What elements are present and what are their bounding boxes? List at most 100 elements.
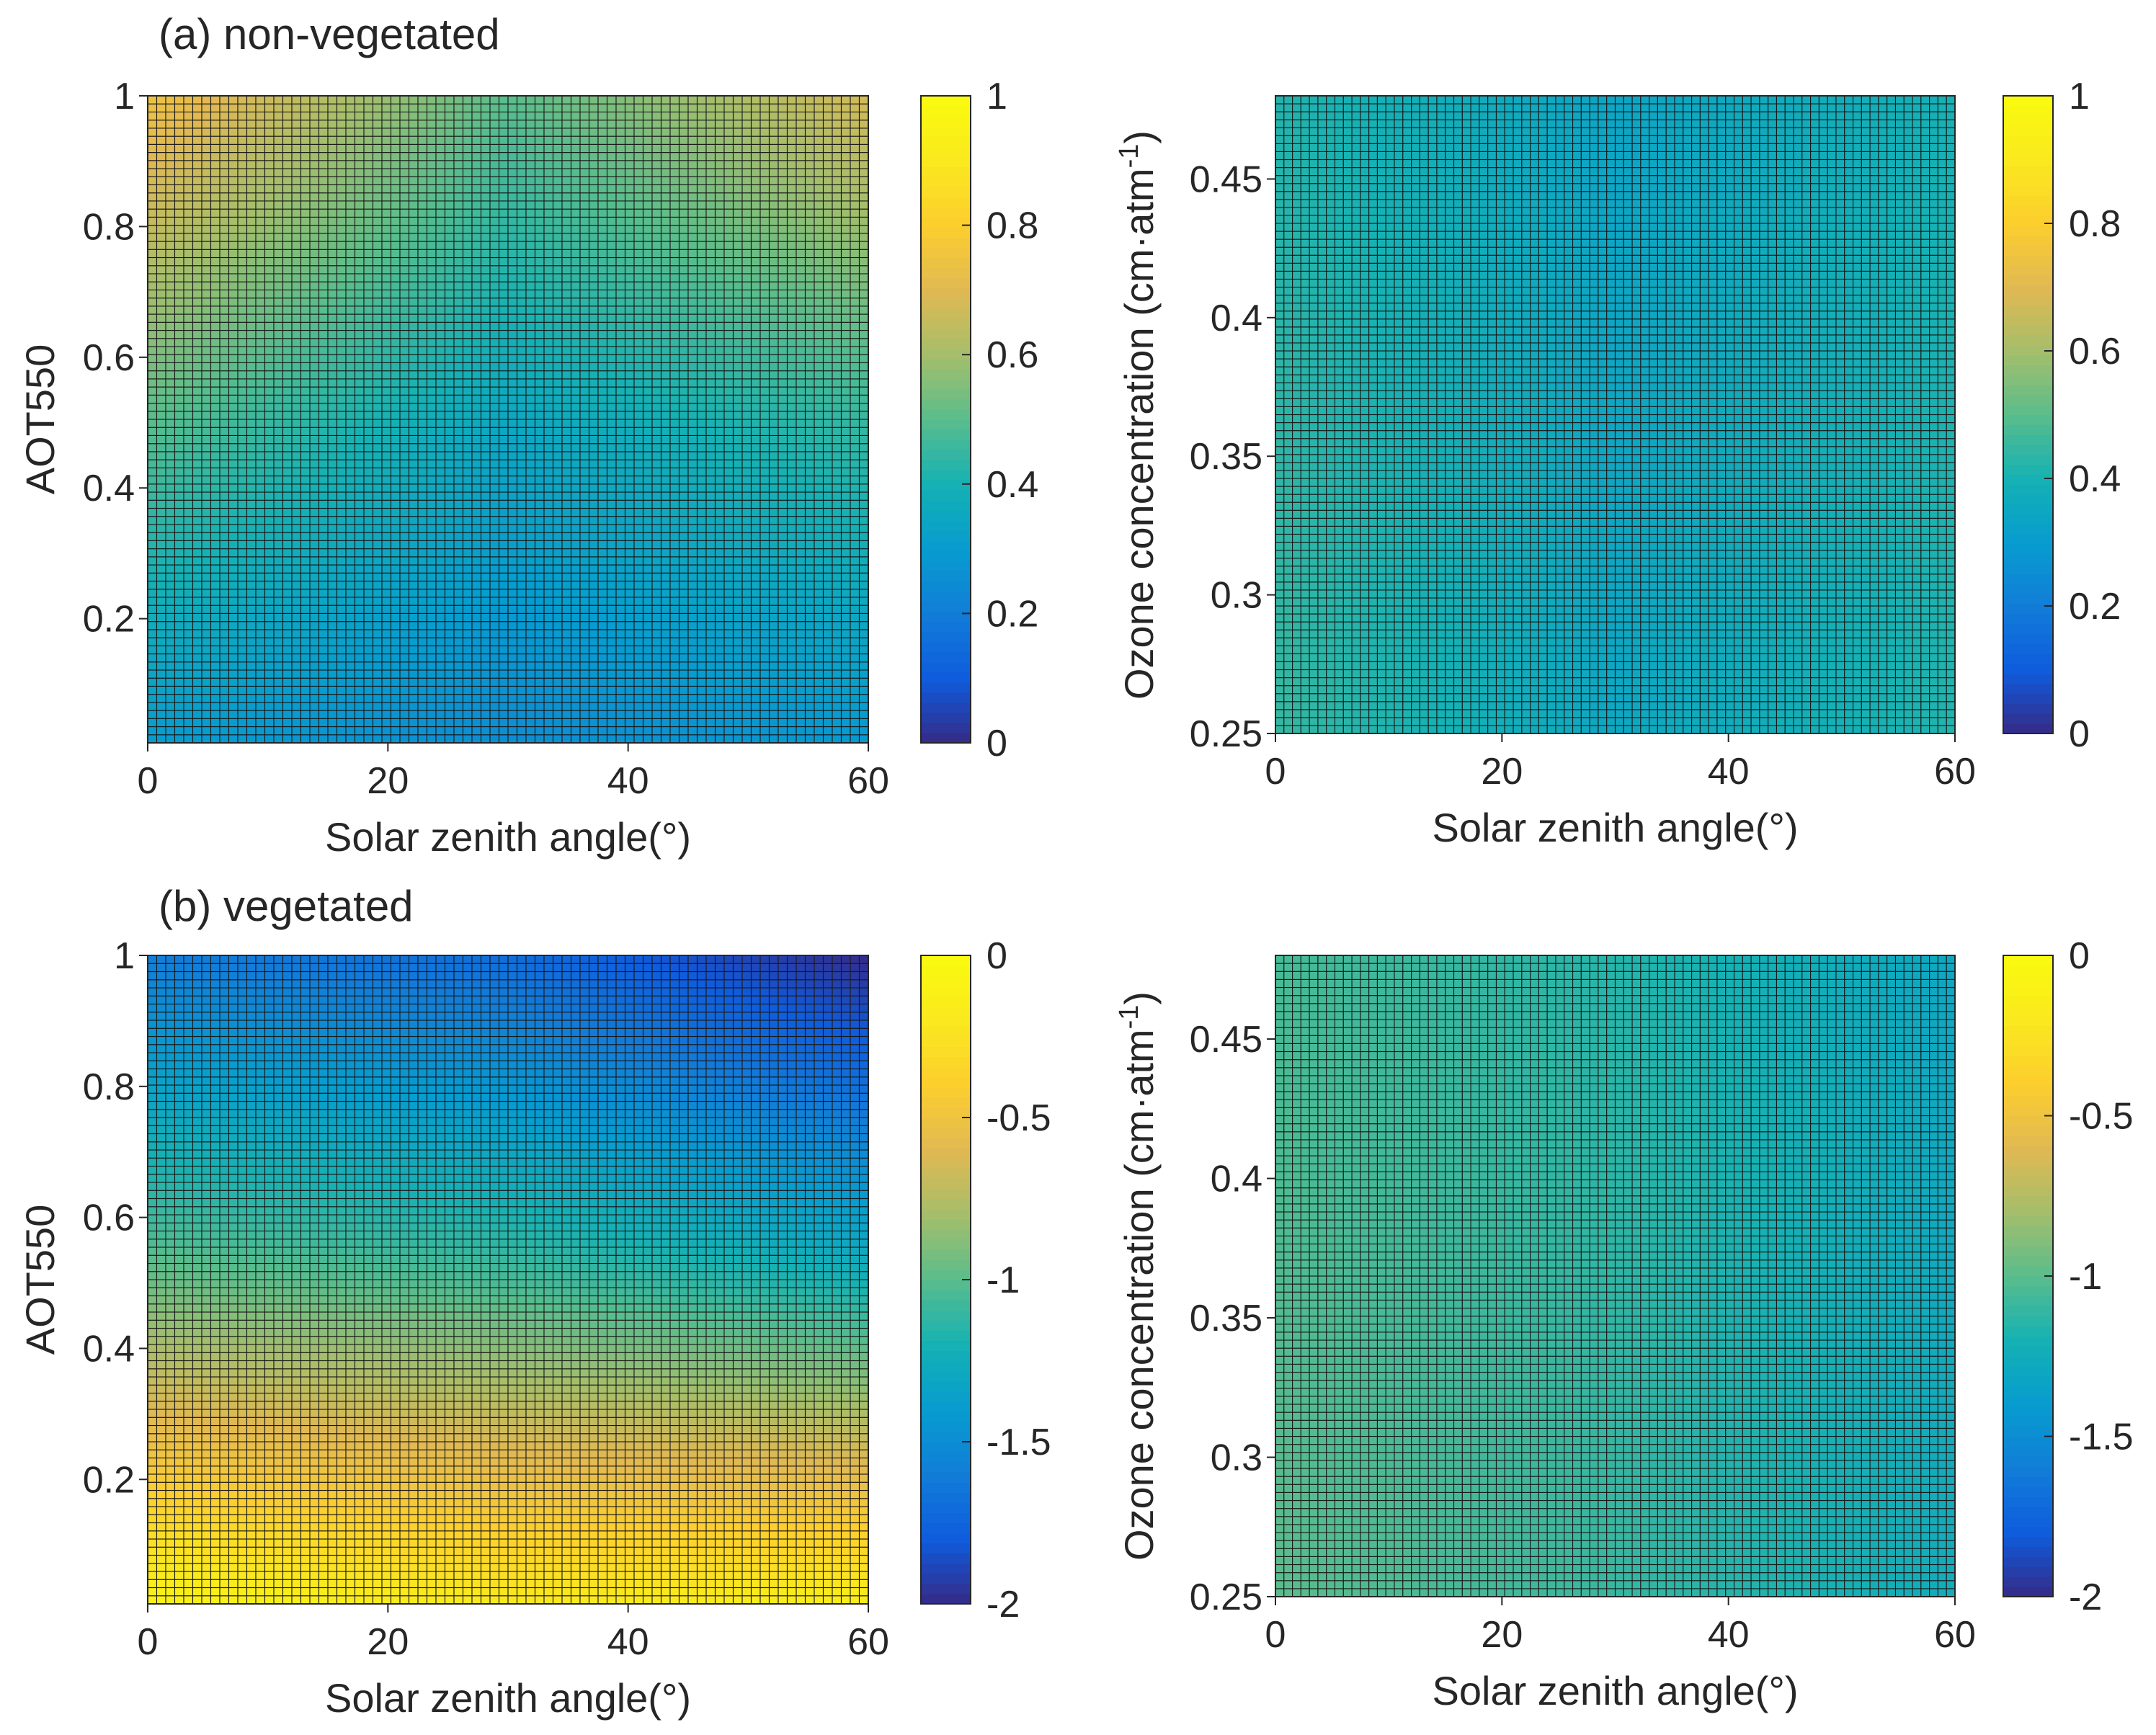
heatmap-cell (544, 549, 553, 557)
heatmap-cell (680, 589, 689, 597)
heatmap-cell (760, 605, 770, 613)
heatmap-cell (752, 411, 761, 419)
heatmap-cell (409, 605, 419, 613)
heatmap-cell (418, 484, 427, 492)
heatmap-cell (517, 670, 527, 678)
heatmap-cell (175, 695, 184, 703)
heatmap-cell (662, 395, 671, 403)
heatmap-cell (265, 646, 275, 654)
heatmap-cell (662, 435, 671, 443)
heatmap-cell (517, 403, 527, 411)
heatmap-cell (400, 411, 409, 419)
heatmap-cell (463, 710, 473, 718)
heatmap-cell (788, 435, 797, 443)
heatmap-cell (625, 468, 635, 476)
heatmap-cell (445, 452, 455, 460)
heatmap-cell (373, 532, 383, 540)
heatmap-cell (148, 395, 157, 403)
heatmap-cell (400, 395, 409, 403)
heatmap-cell (355, 403, 365, 411)
heatmap-cell (382, 508, 391, 516)
heatmap-cell (788, 411, 797, 419)
heatmap-cell (256, 589, 265, 597)
heatmap-cell (337, 710, 347, 718)
heatmap-cell (824, 517, 833, 525)
heatmap-cell (337, 654, 347, 662)
heatmap-cell (544, 476, 553, 484)
heatmap-cell (814, 613, 824, 621)
heatmap-cell (499, 678, 509, 686)
heatmap-cell (166, 654, 175, 662)
heatmap-cell (752, 638, 761, 646)
heatmap-cell (310, 549, 319, 557)
heatmap-cell (562, 500, 571, 508)
heatmap-cell (724, 565, 734, 573)
heatmap-cell (436, 435, 445, 443)
heatmap-cell (688, 549, 698, 557)
heatmap-cell (643, 403, 653, 411)
heatmap-cell (670, 492, 680, 500)
heatmap-cell (391, 630, 401, 638)
heatmap-cell (742, 492, 752, 500)
heatmap-cell (553, 540, 563, 548)
heatmap-cell (607, 549, 617, 557)
heatmap-cell (580, 678, 589, 686)
heatmap-cell (283, 411, 293, 419)
heatmap-cell (310, 387, 319, 395)
heatmap-cell (310, 670, 319, 678)
heatmap-cell (409, 476, 419, 484)
heatmap-cell (373, 565, 383, 573)
heatmap-cell (698, 460, 707, 468)
heatmap-cell (409, 710, 419, 718)
heatmap-cell (670, 525, 680, 532)
heatmap-cell (157, 532, 166, 540)
heatmap-cell (842, 468, 851, 476)
heatmap-cell (337, 662, 347, 670)
heatmap-cell (445, 476, 455, 484)
heatmap-cell (850, 549, 860, 557)
heatmap-cell (472, 710, 481, 718)
heatmap-cell (589, 710, 599, 718)
heatmap-cell (391, 718, 401, 726)
heatmap-cell (680, 646, 689, 654)
heatmap-cell (580, 387, 589, 395)
heatmap-cell (166, 695, 175, 703)
heatmap-cell (499, 613, 509, 621)
heatmap-cell (535, 605, 545, 613)
heatmap-cell (418, 710, 427, 718)
heatmap-cell (247, 686, 257, 694)
heatmap-cell (391, 654, 401, 662)
heatmap-cell (778, 703, 788, 710)
heatmap-cell (283, 540, 293, 548)
heatmap-cell (724, 395, 734, 403)
heatmap-cell (598, 597, 607, 605)
heatmap-cell (256, 573, 265, 581)
heatmap-cell (814, 638, 824, 646)
heatmap-cell (445, 525, 455, 532)
heatmap-cell (662, 468, 671, 476)
heatmap-cell (571, 565, 581, 573)
heatmap-cell (283, 597, 293, 605)
heatmap-cell (301, 395, 311, 403)
heatmap-cell (184, 468, 193, 476)
heatmap-cell (526, 549, 535, 557)
heatmap-cell (607, 452, 617, 460)
heatmap-cell (842, 630, 851, 638)
heatmap-cell (418, 532, 427, 540)
heatmap-cell (652, 403, 662, 411)
heatmap-cell (274, 573, 283, 581)
heatmap-cell (616, 662, 625, 670)
heatmap-cell (355, 540, 365, 548)
heatmap-cell (175, 387, 184, 395)
heatmap-cell (175, 638, 184, 646)
heatmap-cell (364, 549, 373, 557)
heatmap-cell (211, 622, 220, 630)
heatmap-cell (508, 411, 517, 419)
heatmap-cell (571, 411, 581, 419)
heatmap-cell (571, 452, 581, 460)
heatmap-cell (193, 605, 202, 613)
heatmap-cell (373, 589, 383, 597)
heatmap-cell (598, 662, 607, 670)
heatmap-cell (400, 622, 409, 630)
heatmap-cell (166, 686, 175, 694)
